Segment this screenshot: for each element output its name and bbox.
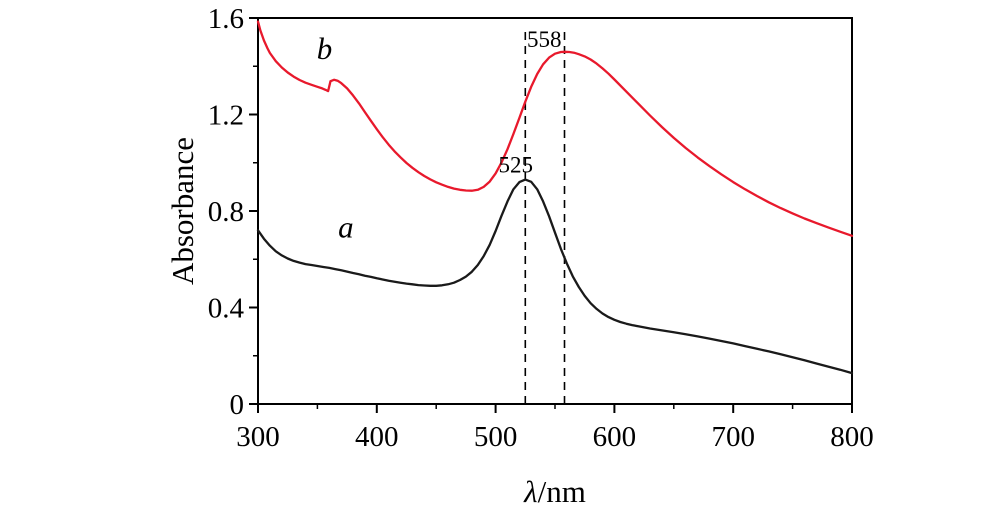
x-axis-title-lambda: λ	[524, 474, 538, 509]
x-axis-tick-label: 700	[711, 421, 755, 453]
peak-label-525: 525	[499, 152, 534, 177]
y-axis-title: Absorbance	[165, 136, 200, 286]
curve-label-a: a	[338, 210, 354, 245]
peak-label-558: 558	[527, 27, 562, 52]
x-axis-tick-label: 400	[355, 421, 399, 453]
y-axis-tick-label: 0.8	[208, 196, 244, 228]
curve-b	[256, 20, 854, 237]
y-axis-tick-label: 0.4	[208, 293, 245, 325]
x-axis-title: λ/nm	[524, 474, 586, 510]
x-axis-tick-label: 600	[593, 421, 637, 453]
curve-a	[256, 178, 854, 375]
y-axis-tick-label: 1.2	[208, 100, 244, 132]
x-axis-tick-label: 500	[474, 421, 518, 453]
x-axis-title-unit: /nm	[537, 474, 586, 509]
x-axis-tick-label: 300	[236, 421, 280, 453]
y-axis-tick-label: 1.6	[208, 3, 244, 35]
x-axis-tick-label: 800	[830, 421, 874, 453]
curve-label-b: b	[317, 31, 333, 66]
y-axis-tick-label: 0	[230, 389, 245, 421]
